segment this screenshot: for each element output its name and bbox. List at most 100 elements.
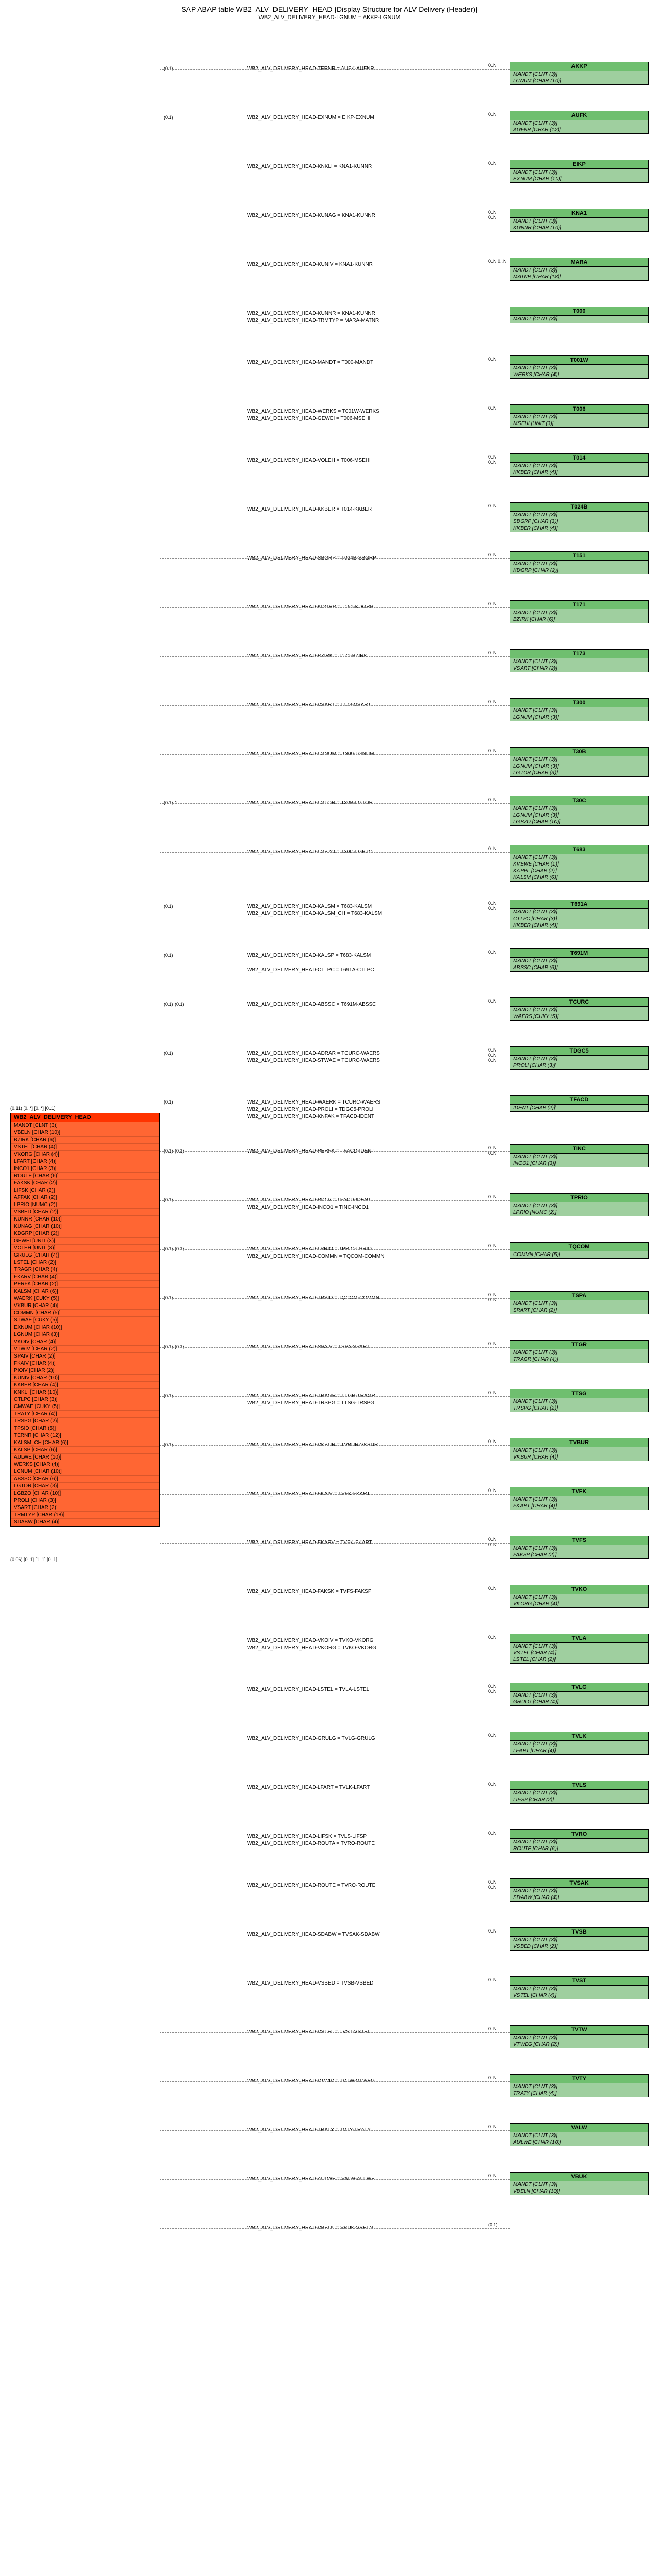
left-cardinality: (0.1) <box>164 904 174 909</box>
target-entity-name: T000 <box>510 307 648 316</box>
target-field: MSEHI [UNIT (3)] <box>510 420 648 427</box>
target-entity-name: MARA <box>510 258 648 267</box>
target-entity-name: TFACD <box>510 1096 648 1105</box>
target-field: KAPPL [CHAR (2)] <box>510 868 648 874</box>
target-entity: T001WMANDT [CLNT (3)]WERKS [CHAR (4)] <box>510 355 649 379</box>
target-entity-name: T30C <box>510 796 648 805</box>
target-field: ABSSC [CHAR (6)] <box>510 964 648 971</box>
target-entity: TVBURMANDT [CLNT (3)]VKBUR [CHAR (4)] <box>510 1438 649 1461</box>
target-field: VKBUR [CHAR (4)] <box>510 1454 648 1461</box>
target-entity: TVSAKMANDT [CLNT (3)]SDABW [CHAR (4)] <box>510 1878 649 1902</box>
target-entity-name: EIKP <box>510 160 648 169</box>
right-cardinality: 0..N <box>488 2026 497 2031</box>
relation-label-extra: WB2_ALV_DELIVERY_HEAD-STWAE = TCURC-WAER… <box>247 1058 380 1063</box>
left-cardinality: (0.1) <box>164 66 174 71</box>
connector-line <box>160 69 510 70</box>
source-field: LGTOR [CHAR (3)] <box>11 1483 159 1490</box>
relation-label-extra: WB2_ALV_DELIVERY_HEAD-ROUTA = TVRO-ROUTE <box>247 1841 375 1846</box>
left-cardinality: (0.1) <box>164 1197 174 1202</box>
target-field: LFART [CHAR (4)] <box>510 1748 648 1754</box>
target-field: VSBED [CHAR (2)] <box>510 1943 648 1950</box>
source-field: KALSM_CH [CHAR (6)] <box>11 1439 159 1447</box>
source-field: FAKSK [CHAR (2)] <box>11 1180 159 1187</box>
page-title: SAP ABAP table WB2_ALV_DELIVERY_HEAD {Di… <box>5 5 654 13</box>
target-field: TRATY [CHAR (4)] <box>510 2090 648 2097</box>
source-field: GRULG [CHAR (4)] <box>11 1252 159 1259</box>
source-field: ROUTE [CHAR (6)] <box>11 1173 159 1180</box>
target-field: GRULG [CHAR (4)] <box>510 1699 648 1705</box>
right-cardinality: 0..N <box>488 1439 497 1444</box>
source-field: KDGRP [CHAR (2)] <box>11 1230 159 1238</box>
target-field: MANDT [CLNT (3)] <box>510 1986 648 1992</box>
connector-line <box>160 2179 510 2180</box>
relation-label-extra: WB2_ALV_DELIVERY_HEAD-PROLI = TDGC5-PROL… <box>247 1107 373 1112</box>
source-field: LPRIO [NUMC (2)] <box>11 1201 159 1209</box>
right-cardinality: 0..N <box>488 1831 497 1836</box>
source-field: KNKLI [CHAR (10)] <box>11 1389 159 1396</box>
target-entity-name: TVTW <box>510 2026 648 2035</box>
target-entity-name: TVSB <box>510 1928 648 1937</box>
target-field: WAERS [CUKY (5)] <box>510 1013 648 1020</box>
target-entity-name: T691A <box>510 900 648 909</box>
target-entity-name: TDGC5 <box>510 1047 648 1056</box>
target-field: MANDT [CLNT (3)] <box>510 414 648 420</box>
target-field: MANDT [CLNT (3)] <box>510 120 648 127</box>
source-field: KALSM [CHAR (6)] <box>11 1288 159 1295</box>
right-cardinality: 0..N <box>488 2075 497 2080</box>
target-field: MANDT [CLNT (3)] <box>510 1594 648 1601</box>
source-field: KUNIV [CHAR (10)] <box>11 1375 159 1382</box>
source-field: KKBER [CHAR (4)] <box>11 1382 159 1389</box>
target-entity: TVSTMANDT [CLNT (3)]VSTEL [CHAR (4)] <box>510 1976 649 1999</box>
target-entity: TDGC5MANDT [CLNT (3)]PROLI [CHAR (3)] <box>510 1046 649 1070</box>
connector-line <box>160 2130 510 2131</box>
right-cardinality: 0..N <box>488 2124 497 2129</box>
target-entity-name: T683 <box>510 845 648 854</box>
target-field: MANDT [CLNT (3)] <box>510 316 648 323</box>
target-field: KKBER [CHAR (4)] <box>510 525 648 532</box>
target-field: MANDT [CLNT (3)] <box>510 609 648 616</box>
target-field: MANDT [CLNT (3)] <box>510 1790 648 1797</box>
source-field: VKBUR [CHAR (4)] <box>11 1302 159 1310</box>
target-entity-name: KNA1 <box>510 209 648 218</box>
target-field: MANDT [CLNT (3)] <box>510 1154 648 1160</box>
target-field: MANDT [CLNT (3)] <box>510 512 648 518</box>
connector-line <box>160 1347 510 1348</box>
target-entity: T691AMANDT [CLNT (3)]CTLPC [CHAR (3)]KKB… <box>510 900 649 929</box>
target-entity: TCURCMANDT [CLNT (3)]WAERS [CUKY (5)] <box>510 997 649 1021</box>
target-entity-name: TVBUR <box>510 1438 648 1447</box>
target-entity: TVFKMANDT [CLNT (3)]FKART [CHAR (4)] <box>510 1487 649 1510</box>
target-entity-name: TQCOM <box>510 1243 648 1251</box>
connector-line <box>160 1200 510 1201</box>
target-field: MANDT [CLNT (3)] <box>510 1937 648 1943</box>
left-cardinality: (0.1) <box>164 953 174 958</box>
target-field: MANDT [CLNT (3)] <box>510 2083 648 2090</box>
source-field: TERNR [CHAR (12)] <box>11 1432 159 1439</box>
source-entity-name: WB2_ALV_DELIVERY_HEAD <box>11 1113 159 1122</box>
relation-label-extra: WB2_ALV_DELIVERY_HEAD-GEWEI = T006-MSEHI <box>247 416 370 421</box>
connector-line <box>160 705 510 706</box>
target-field: MANDT [CLNT (3)] <box>510 1888 648 1894</box>
relation-label-extra: WB2_ALV_DELIVERY_HEAD-KNFAK = TFACD-IDEN… <box>247 1114 374 1120</box>
target-field: TRAGR [CHAR (4)] <box>510 1356 648 1363</box>
right-cardinality: 0..N <box>488 357 497 362</box>
left-cardinality: (0.1) (0.1) <box>164 1246 184 1251</box>
source-entity: WB2_ALV_DELIVERY_HEADMANDT [CLNT (3)]VBE… <box>10 1113 160 1527</box>
target-entity: MARAMANDT [CLNT (3)]MATNR [CHAR (18)] <box>510 258 649 281</box>
target-field: SDABW [CHAR (4)] <box>510 1894 648 1901</box>
connector-line <box>160 656 510 657</box>
connector-line <box>160 2228 510 2229</box>
source-field: LIFSK [CHAR (2)] <box>11 1187 159 1194</box>
right-cardinality: 0..N 0..N <box>488 454 497 465</box>
target-field: LGNUM [CHAR (3)] <box>510 714 648 721</box>
target-field: MANDT [CLNT (3)] <box>510 854 648 861</box>
target-entity: TVFSMANDT [CLNT (3)]FAKSP [CHAR (2)] <box>510 1536 649 1559</box>
right-cardinality: 0..N <box>488 1586 497 1591</box>
target-entity: T024BMANDT [CLNT (3)]SBGRP [CHAR (3)]KKB… <box>510 502 649 532</box>
target-field: COMMN [CHAR (5)] <box>510 1251 648 1258</box>
target-field: MANDT [CLNT (3)] <box>510 2132 648 2139</box>
source-field: VTWIV [CHAR (2)] <box>11 1346 159 1353</box>
source-field: KUNAG [CHAR (10)] <box>11 1223 159 1230</box>
target-entity: TVTYMANDT [CLNT (3)]TRATY [CHAR (4)] <box>510 2074 649 2097</box>
target-field: MANDT [CLNT (3)] <box>510 1202 648 1209</box>
connector-line <box>160 607 510 608</box>
